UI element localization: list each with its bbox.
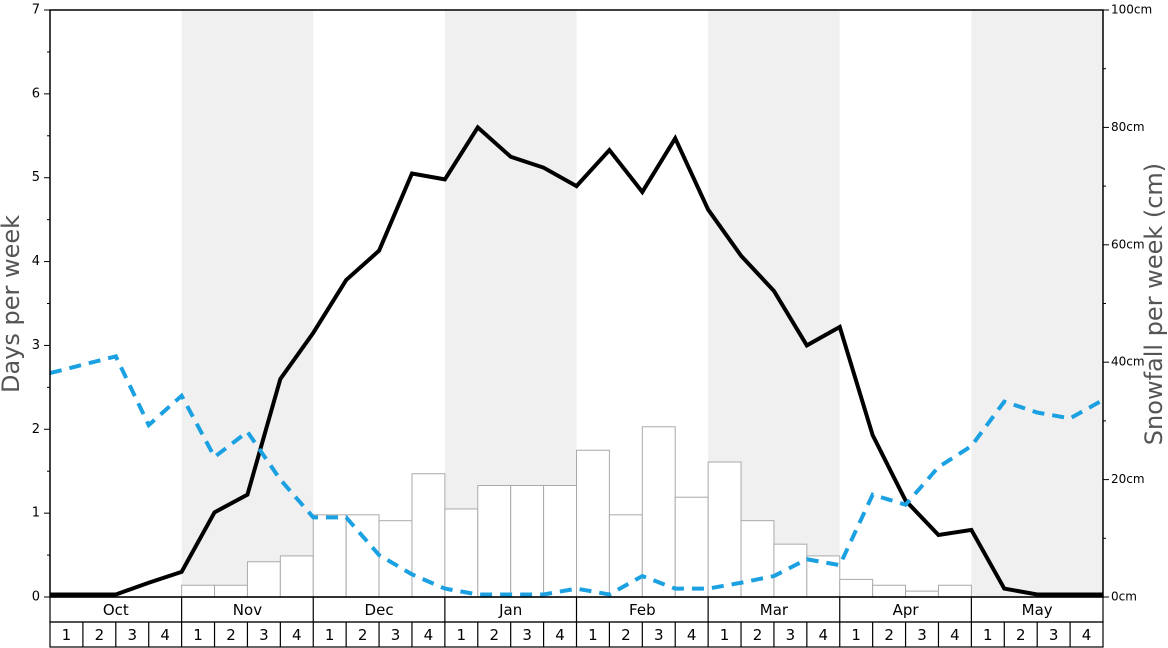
- y-tick-label: 6: [32, 86, 40, 101]
- x-tick-label: 1: [983, 626, 993, 644]
- x-tick-label: 2: [621, 626, 631, 644]
- x-tick-label: 3: [127, 626, 137, 644]
- y2-tick-label: 80cm: [1111, 120, 1145, 134]
- y-tick-label: 5: [32, 170, 40, 185]
- x-tick-label: 3: [522, 626, 532, 644]
- x-tick-label: 2: [1016, 626, 1026, 644]
- y-tick-label: 7: [32, 3, 40, 18]
- x-tick-label: 2: [489, 626, 499, 644]
- x-tick-label: 1: [588, 626, 598, 644]
- x-tick-label: 1: [720, 626, 730, 644]
- x-tick-label: 4: [819, 626, 829, 644]
- month-label: Jan: [498, 601, 522, 619]
- month-label: Dec: [365, 601, 394, 619]
- x-tick-label: 1: [325, 626, 335, 644]
- snowfall-bar: [510, 484, 545, 598]
- month-label: Feb: [629, 601, 656, 619]
- y2-tick-label: 60cm: [1111, 237, 1145, 251]
- snowfall-bar: [181, 584, 216, 598]
- x-tick-label: 2: [226, 626, 236, 644]
- snowfall-bar: [543, 484, 577, 598]
- snowfall-bar: [707, 461, 742, 598]
- y-tick-label: 1: [32, 506, 40, 521]
- x-tick-label: 1: [62, 626, 72, 644]
- x-tick-label: 4: [292, 626, 302, 644]
- snowfall-bar: [214, 584, 248, 598]
- month-label: Nov: [233, 601, 262, 619]
- month-band: [181, 10, 314, 597]
- snowfall-bar: [279, 555, 314, 598]
- month-label: Oct: [103, 601, 129, 619]
- snowfall-bar: [937, 584, 972, 598]
- snowfall-bar: [477, 484, 512, 598]
- y2-tick-label: 40cm: [1111, 355, 1145, 369]
- x-tick-label: 4: [424, 626, 434, 644]
- month-band: [971, 10, 1103, 597]
- y2-tick-label: 20cm: [1111, 472, 1145, 486]
- snowfall-bar: [378, 520, 413, 598]
- x-tick-label: 4: [555, 626, 565, 644]
- x-tick-label: 2: [95, 626, 105, 644]
- x-tick-label: 4: [687, 626, 697, 644]
- x-tick-label: 4: [950, 626, 960, 644]
- snowfall-bar: [312, 514, 347, 598]
- y2-tick-label: 100cm: [1111, 3, 1152, 17]
- x-tick-label: 3: [391, 626, 401, 644]
- x-tick-label: 3: [654, 626, 664, 644]
- snowfall-bar: [345, 514, 380, 598]
- x-tick-label: 3: [786, 626, 796, 644]
- snowfall-bar: [839, 578, 874, 598]
- x-tick-label: 3: [917, 626, 927, 644]
- snowfall-bar: [674, 496, 709, 598]
- y-tick-label: 3: [32, 338, 40, 353]
- y2-axis-label: Snowfall per week (cm): [1140, 163, 1168, 445]
- x-tick-label: 3: [1049, 626, 1059, 644]
- month-label: May: [1022, 601, 1053, 619]
- solid-line: [50, 124, 1103, 597]
- y-tick-label: 2: [32, 422, 40, 437]
- x-tick-label: 3: [259, 626, 269, 644]
- x-tick-label: 2: [884, 626, 894, 644]
- month-label: Apr: [893, 601, 920, 619]
- x-tick-label: 1: [457, 626, 467, 644]
- x-tick-label: 2: [753, 626, 763, 644]
- month-label: Mar: [760, 601, 789, 619]
- snowfall-bar: [905, 590, 939, 598]
- snowfall-bar: [740, 520, 775, 598]
- snowfall-bar: [641, 426, 676, 598]
- snowfall-bar: [411, 473, 446, 598]
- y-axis-label: Days per week: [0, 215, 25, 393]
- dashed-line: [49, 353, 1104, 597]
- x-tick-label: 4: [1082, 626, 1092, 644]
- y-tick-label: 4: [32, 254, 40, 269]
- x-tick-label: 1: [851, 626, 861, 644]
- snowfall-bar: [246, 561, 281, 598]
- snowfall-bar: [444, 508, 479, 598]
- y-tick-label: 0: [32, 590, 40, 605]
- snowfall-bar: [773, 543, 808, 598]
- x-tick-label: 2: [358, 626, 368, 644]
- snowfall-bar: [576, 449, 610, 598]
- x-tick-label: 4: [160, 626, 170, 644]
- y2-tick-label: 0cm: [1111, 590, 1137, 604]
- x-tick-label: 1: [193, 626, 203, 644]
- snowfall-bar: [872, 584, 907, 598]
